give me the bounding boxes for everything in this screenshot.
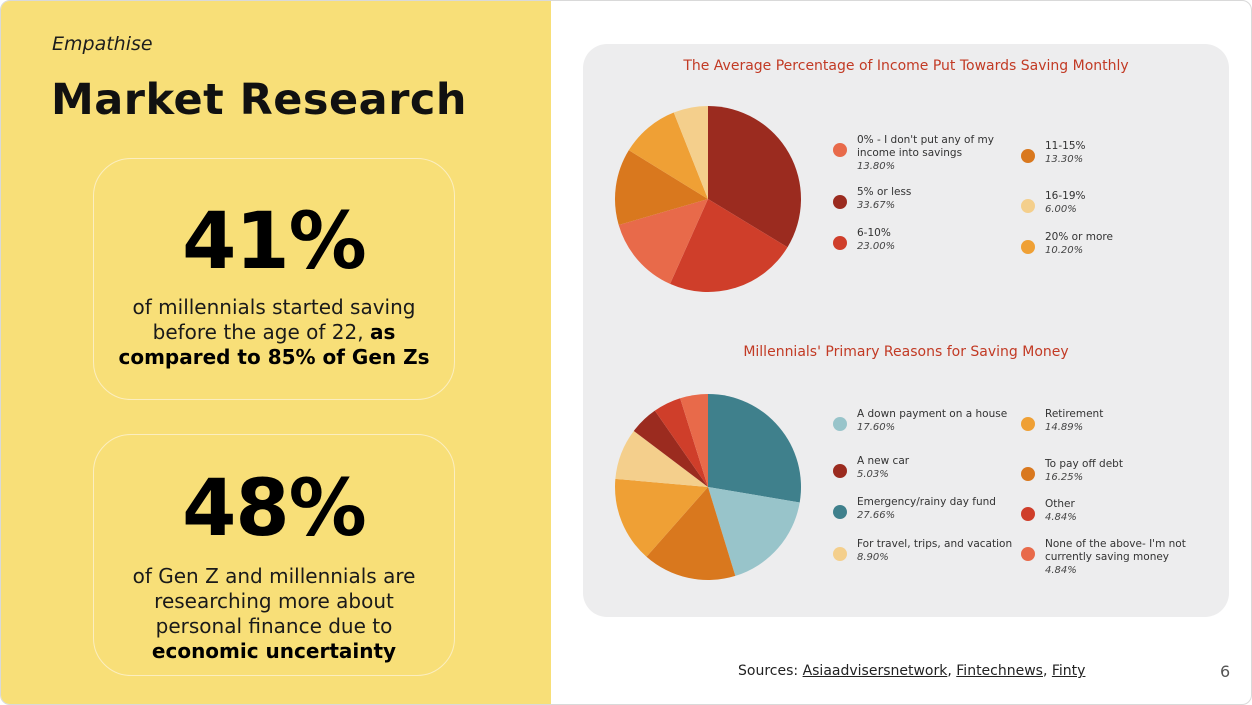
left-panel: Empathise Market Research 41% of millenn… (1, 1, 551, 704)
legend-swatch (833, 143, 847, 157)
source-separator: , (947, 663, 951, 679)
legend-item: None of the above- I'm not currently sav… (1045, 538, 1215, 577)
source-link-asiaadvisersnetwork[interactable]: Asiaadvisersnetwork (803, 663, 948, 679)
sources: Sources: Asiaadvisersnetwork, Fintechnew… (738, 663, 1085, 679)
stat-value: 41% (94, 203, 454, 281)
legend-swatch (1021, 240, 1035, 254)
legend-value: 5.03% (857, 468, 909, 481)
stat-description: of Gen Z and millennials are researching… (114, 564, 434, 664)
legend-swatch (1021, 547, 1035, 561)
pie-chart-2 (613, 392, 803, 582)
chart-2-title: Millennials' Primary Reasons for Saving … (583, 344, 1229, 360)
legend-swatch (833, 547, 847, 561)
legend-swatch (833, 236, 847, 250)
legend-label: None of the above- I'm not currently sav… (1045, 538, 1186, 563)
legend-item: 11-15%13.30% (1045, 140, 1086, 166)
legend-swatch (833, 195, 847, 209)
page-number: 6 (1220, 662, 1230, 681)
legend-value: 23.00% (857, 240, 1007, 253)
legend-value: 4.84% (1045, 564, 1215, 577)
legend-label: A new car (857, 455, 909, 467)
legend-item: A new car5.03% (857, 455, 909, 481)
source-separator: , (1043, 663, 1047, 679)
legend-label: 20% or more (1045, 231, 1113, 243)
stat-description-bold: economic uncertainty (152, 639, 396, 663)
legend-label: Retirement (1045, 408, 1103, 420)
source-link-finty[interactable]: Finty (1052, 663, 1086, 679)
stat-card-1: 41% of millennials started saving before… (93, 158, 455, 400)
legend-swatch (1021, 417, 1035, 431)
pie-slice (708, 394, 801, 502)
legend-item: Retirement14.89% (1045, 408, 1215, 434)
legend-item: 16-19%6.00% (1045, 190, 1086, 216)
stat-card-2: 48% of Gen Z and millennials are researc… (93, 434, 455, 676)
legend-value: 6.00% (1045, 203, 1086, 216)
legend-value: 8.90% (857, 551, 1012, 564)
legend-label: For travel, trips, and vacation (857, 538, 1012, 550)
legend-label: A down payment on a house (857, 408, 1007, 420)
legend-swatch (1021, 149, 1035, 163)
legend-value: 14.89% (1045, 421, 1215, 434)
legend-label: Emergency/rainy day fund (857, 496, 996, 508)
legend-label: 6-10% (857, 227, 891, 239)
legend-swatch (833, 505, 847, 519)
chart-1-title: The Average Percentage of Income Put Tow… (583, 58, 1229, 74)
kicker: Empathise (52, 33, 153, 55)
legend-item: To pay off debt16.25% (1045, 458, 1215, 484)
legend-value: 27.66% (857, 509, 996, 522)
legend-label: 5% or less (857, 186, 911, 198)
legend-value: 13.80% (857, 160, 1007, 173)
stat-value: 48% (94, 470, 454, 548)
legend-swatch (833, 417, 847, 431)
legend-swatch (1021, 199, 1035, 213)
page-title: Market Research (51, 75, 467, 125)
legend-item: 0% - I don't put any of my income into s… (857, 134, 1007, 173)
legend-value: 16.25% (1045, 471, 1215, 484)
legend-label: 11-15% (1045, 140, 1086, 152)
pie-chart-1 (613, 104, 803, 294)
stat-description-text: of Gen Z and millennials are researching… (133, 564, 416, 638)
legend-item: Other4.84% (1045, 498, 1215, 524)
legend-swatch (1021, 467, 1035, 481)
legend-label: To pay off debt (1045, 458, 1123, 470)
legend-label: Other (1045, 498, 1075, 510)
legend-item: A down payment on a house17.60% (857, 408, 1007, 434)
legend-value: 17.60% (857, 421, 1007, 434)
charts-panel: The Average Percentage of Income Put Tow… (583, 44, 1229, 617)
legend-item: 20% or more10.20% (1045, 231, 1113, 257)
legend-item: For travel, trips, and vacation8.90% (857, 538, 1012, 564)
legend-item: Emergency/rainy day fund27.66% (857, 496, 996, 522)
source-link-fintechnews[interactable]: Fintechnews (956, 663, 1043, 679)
legend-item: 5% or less33.67% (857, 186, 1007, 212)
legend-value: 33.67% (857, 199, 1007, 212)
sources-label: Sources: (738, 663, 798, 679)
legend-swatch (833, 464, 847, 478)
legend-label: 16-19% (1045, 190, 1086, 202)
legend-label: 0% - I don't put any of my income into s… (857, 134, 994, 159)
legend-value: 4.84% (1045, 511, 1215, 524)
stat-description: of millennials started saving before the… (114, 295, 434, 370)
legend-item: 6-10%23.00% (857, 227, 1007, 253)
legend-value: 13.30% (1045, 153, 1086, 166)
legend-value: 10.20% (1045, 244, 1113, 257)
legend-swatch (1021, 507, 1035, 521)
